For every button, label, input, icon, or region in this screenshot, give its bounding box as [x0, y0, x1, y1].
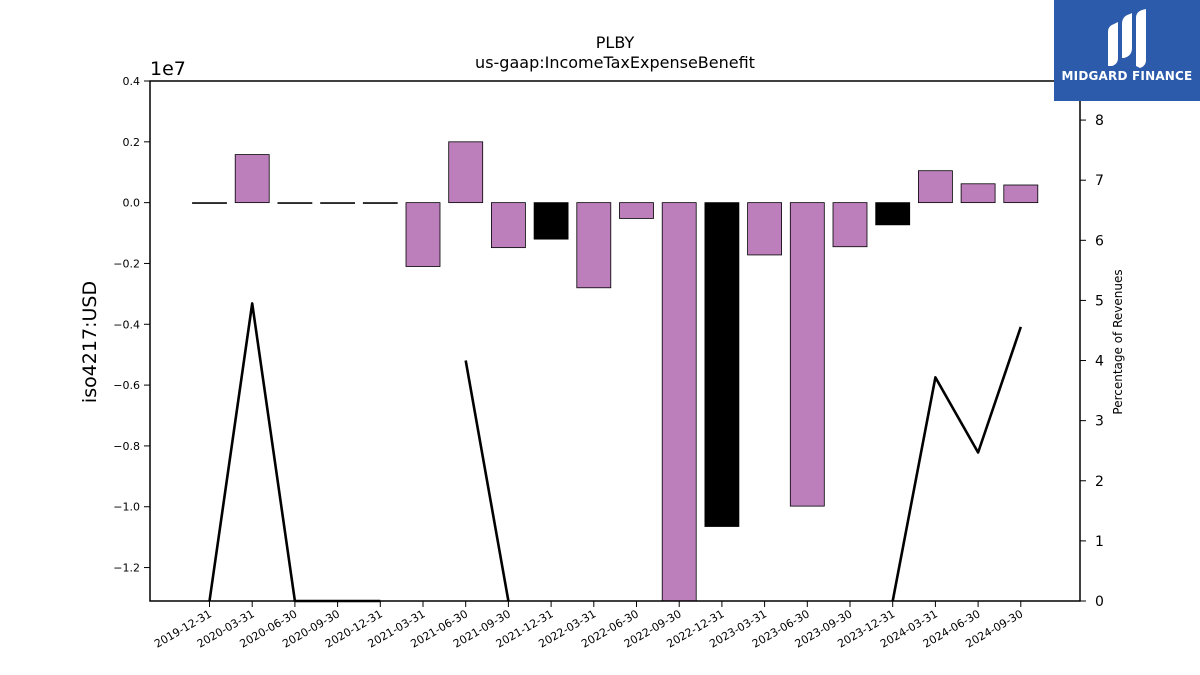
bar-2024-09-30	[1003, 184, 1039, 204]
y2-tick-label: 8	[1095, 113, 1104, 129]
y2-axis-label: Percentage of Revenues	[1111, 269, 1125, 414]
y-tick-label: 0.2	[123, 136, 141, 149]
y2-tick-label: 3	[1095, 414, 1104, 430]
y-offset-label: 1e7	[150, 58, 186, 80]
midgard-finance-logo: MIDGARD FINANCE	[1054, 0, 1200, 101]
bar-2020-12-31	[362, 202, 398, 204]
y2-tick-label: 6	[1095, 233, 1104, 249]
y-tick-label: −0.4	[113, 318, 140, 331]
bar-2022-06-30	[619, 202, 654, 219]
y2-tick-label: 0	[1095, 594, 1104, 610]
bar-2021-12-31	[533, 202, 569, 240]
bar-2021-06-30	[448, 141, 484, 204]
y-tick-label: 0.0	[123, 197, 141, 210]
bar-2021-03-31	[405, 202, 441, 267]
brand-name: MIDGARD FINANCE	[1061, 69, 1193, 83]
bar-2020-06-30	[277, 202, 313, 204]
y-tick-label: −0.6	[113, 379, 140, 392]
y-tick-label: −0.8	[113, 440, 140, 453]
y-ticks: 0.4 0.2 0.0 −0.2 −0.4 −0.6 −0.8 −1.0 −1.2	[113, 75, 150, 575]
bar-2020-03-31	[234, 154, 270, 204]
y-axis-label: iso4217:USD	[79, 281, 101, 403]
bar-2022-09-30	[661, 202, 697, 602]
axes	[149, 80, 1081, 602]
bar-2021-09-30	[490, 202, 526, 249]
plot-frame	[149, 80, 1081, 602]
bar-2023-12-31	[875, 202, 911, 226]
line-segment-1	[464, 360, 510, 602]
bar-2023-03-31	[747, 202, 782, 256]
bar-2020-09-30	[320, 202, 356, 204]
y2-tick-label: 5	[1095, 293, 1104, 309]
line-segment-0	[208, 302, 381, 603]
bar-2024-06-30	[960, 183, 996, 204]
y2-tick-label: 4	[1095, 354, 1104, 370]
y2-tick-label: 7	[1095, 173, 1104, 189]
y-tick-label: −0.2	[113, 257, 140, 270]
y-tick-label: −1.2	[113, 562, 140, 575]
bar-2023-06-30	[789, 202, 825, 507]
bar-2024-03-31	[918, 170, 953, 204]
chart-title: PLBY	[596, 33, 635, 52]
bar-2022-12-31	[704, 202, 740, 527]
line-segment-2	[891, 326, 1023, 602]
y2-tick-label: 2	[1095, 474, 1104, 490]
midgard-logo-icon	[1108, 9, 1146, 68]
chart-subtitle: us-gaap:IncomeTaxExpenseBenefit	[475, 53, 755, 72]
y-tick-label: −1.0	[113, 501, 140, 514]
bars	[192, 141, 1039, 602]
y-tick-label: 0.4	[123, 75, 141, 88]
bar-2022-03-31	[576, 202, 612, 289]
x-ticks: 2019-12-312020-03-312020-06-302020-09-30…	[152, 601, 1025, 651]
y2-tick-label: 1	[1095, 534, 1104, 550]
bar-2023-09-30	[832, 202, 868, 248]
revenue-percentage-line	[208, 302, 1023, 603]
bar-2019-12-31	[192, 202, 227, 204]
y2-ticks: 0 1 2 3 4 5 6 7 8	[1080, 113, 1104, 610]
